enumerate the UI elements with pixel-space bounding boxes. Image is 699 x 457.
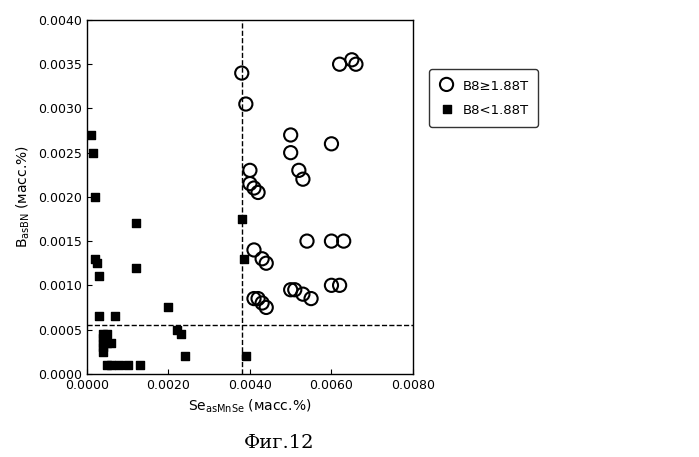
B8≥1.88T <box>326 238 337 245</box>
Text: Фиг.12: Фиг.12 <box>245 435 315 452</box>
B8<1.88T <box>101 330 113 338</box>
B8<1.88T <box>101 361 113 369</box>
B8≥1.88T <box>245 167 256 174</box>
B8<1.88T <box>89 255 101 262</box>
B8<1.88T <box>163 304 174 311</box>
B8≥1.88T <box>326 282 337 289</box>
B8<1.88T <box>236 215 247 223</box>
B8≥1.88T <box>261 260 272 267</box>
B8<1.88T <box>87 149 99 156</box>
B8<1.88T <box>94 273 105 280</box>
B8<1.88T <box>106 339 117 346</box>
B8≥1.88T <box>248 246 259 254</box>
B8≥1.88T <box>257 299 268 307</box>
B8<1.88T <box>134 361 145 369</box>
B8≥1.88T <box>297 175 308 183</box>
Legend: B8≥1.88T, B8<1.88T: B8≥1.88T, B8<1.88T <box>429 69 538 127</box>
B8<1.88T <box>92 260 103 267</box>
B8<1.88T <box>94 313 105 320</box>
B8≥1.88T <box>297 291 308 298</box>
B8≥1.88T <box>240 101 252 108</box>
B8<1.88T <box>110 313 121 320</box>
Y-axis label: B$_{\mathregular{asBN}}$ (масс.%): B$_{\mathregular{asBN}}$ (масс.%) <box>15 145 32 248</box>
B8≥1.88T <box>338 238 350 245</box>
X-axis label: Se$_{\mathregular{asMnSe}}$ (масс.%): Se$_{\mathregular{asMnSe}}$ (масс.%) <box>188 397 312 414</box>
B8≥1.88T <box>261 304 272 311</box>
B8<1.88T <box>171 326 182 333</box>
B8≥1.88T <box>350 61 361 68</box>
B8≥1.88T <box>346 56 357 64</box>
B8<1.88T <box>179 352 190 360</box>
B8≥1.88T <box>334 282 345 289</box>
B8<1.88T <box>98 330 109 338</box>
B8<1.88T <box>175 330 186 338</box>
B8<1.88T <box>98 344 109 351</box>
B8<1.88T <box>85 131 96 138</box>
B8≥1.88T <box>334 61 345 68</box>
B8≥1.88T <box>294 167 305 174</box>
B8≥1.88T <box>326 140 337 148</box>
B8≥1.88T <box>301 238 312 245</box>
B8<1.88T <box>122 361 134 369</box>
B8<1.88T <box>98 348 109 355</box>
B8<1.88T <box>101 339 113 346</box>
B8≥1.88T <box>248 184 259 191</box>
B8<1.88T <box>114 361 125 369</box>
B8<1.88T <box>98 335 109 342</box>
B8<1.88T <box>106 361 117 369</box>
B8≥1.88T <box>236 69 247 77</box>
B8≥1.88T <box>305 295 317 302</box>
B8<1.88T <box>240 352 252 360</box>
B8<1.88T <box>89 193 101 201</box>
B8≥1.88T <box>252 189 264 196</box>
B8<1.88T <box>98 339 109 346</box>
B8<1.88T <box>130 220 141 227</box>
B8≥1.88T <box>285 149 296 156</box>
B8<1.88T <box>238 255 250 262</box>
B8≥1.88T <box>285 131 296 138</box>
B8≥1.88T <box>289 286 301 293</box>
B8≥1.88T <box>248 295 259 302</box>
B8≥1.88T <box>257 255 268 262</box>
B8<1.88T <box>130 264 141 271</box>
B8≥1.88T <box>252 295 264 302</box>
B8≥1.88T <box>245 180 256 187</box>
B8≥1.88T <box>285 286 296 293</box>
